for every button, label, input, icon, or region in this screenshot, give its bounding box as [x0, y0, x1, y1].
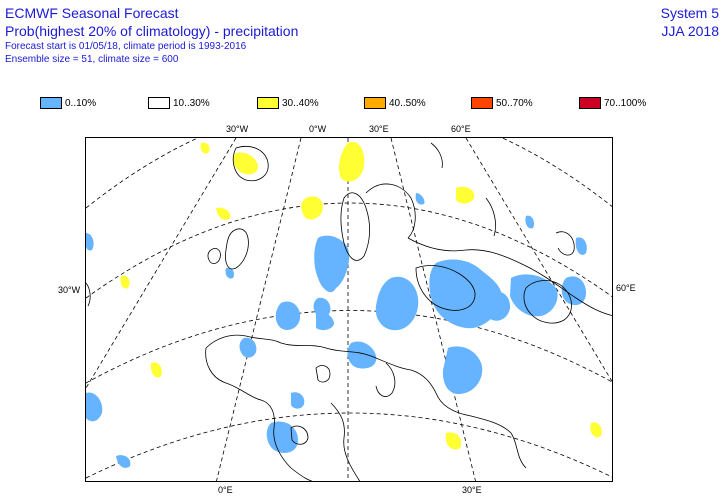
grid-label-top-30w: 30°W: [226, 124, 249, 134]
prob-area: [415, 193, 425, 205]
system-label: System 5: [660, 5, 719, 21]
legend-item-30-40: 30..40%: [257, 96, 319, 110]
prob-area: [316, 312, 334, 331]
prob-area: [590, 422, 602, 438]
prob-area: [239, 337, 257, 358]
prob-area: [275, 301, 301, 330]
coastline: [365, 183, 416, 239]
prob-area: [225, 267, 235, 279]
coastline-island: [290, 425, 309, 445]
prob-area: [314, 235, 350, 293]
coastline: [375, 362, 396, 397]
coastline-island: [225, 228, 249, 270]
coastline-island: [207, 248, 221, 264]
prob-area: [575, 237, 587, 255]
forecast-info: Forecast start is 01/05/18, climate peri…: [5, 41, 247, 52]
prob-area: [561, 276, 586, 306]
coastline: [485, 197, 496, 237]
legend-item-70-100: 70..100%: [579, 96, 646, 110]
legend-swatch-10-30: [148, 97, 170, 109]
prob-area: [347, 341, 377, 369]
legend-label-30-40: 30..40%: [282, 97, 319, 109]
legend-item-10-30: 10..30%: [148, 96, 210, 110]
legend-swatch-40-50: [364, 97, 386, 109]
legend: 0..10% 10..30% 30..40% 40..50% 50..70% 7…: [0, 96, 724, 112]
legend-label-10-30: 10..30%: [173, 97, 210, 109]
legend-label-40-50: 40..50%: [389, 97, 426, 109]
prob-area: [86, 392, 103, 422]
coastline-scandinavia: [340, 192, 370, 261]
grid-label-top-30e: 30°E: [369, 124, 389, 134]
coastline-island: [232, 146, 269, 182]
prob-area: [375, 276, 419, 331]
grid-label-bottom-0e: 0°E: [218, 485, 233, 495]
prob-area: [429, 259, 502, 329]
meridian-line: [216, 138, 302, 481]
parallel-line: [86, 202, 612, 299]
title-block: ECMWF Seasonal Forecast Prob(highest 20%…: [5, 4, 298, 66]
legend-swatch-0-10: [40, 97, 62, 109]
map-subtitle: Prob(highest 20% of climatology) - preci…: [5, 23, 299, 39]
legend-swatch-30-40: [257, 97, 279, 109]
prob-area: [233, 152, 258, 175]
coastline: [330, 402, 361, 481]
meridian-line: [86, 138, 237, 389]
prob-area: [442, 346, 483, 395]
legend-label-0-10: 0..10%: [65, 97, 97, 109]
coastlines: [86, 142, 612, 481]
grid-label-top-60e: 60°E: [451, 124, 471, 134]
legend-item-50-70: 50..70%: [471, 96, 533, 110]
prob-area: [445, 432, 462, 450]
grid-label-left-30w: 30°W: [58, 285, 81, 295]
prob-area: [338, 141, 365, 182]
parallel-line: [86, 412, 612, 479]
prob-area: [484, 291, 511, 321]
coastline-sea: [415, 265, 476, 311]
prob-area: [266, 421, 298, 453]
graticule: [86, 138, 612, 481]
meridian-line: [390, 138, 476, 481]
coastline-sea: [523, 280, 572, 324]
grid-label-top-0w: 0°W: [309, 124, 327, 134]
legend-label-70-100: 70..100%: [604, 97, 647, 109]
legend-swatch-50-70: [471, 97, 493, 109]
coastline: [555, 231, 575, 256]
coastline: [86, 282, 91, 307]
legend-item-40-50: 40..50%: [364, 96, 426, 110]
map-svg: [86, 138, 612, 481]
prob-area: [116, 455, 131, 468]
prob-area: [291, 392, 305, 409]
legend-item-0-10: 0..10%: [40, 96, 96, 110]
prob-areas-low: [86, 193, 587, 468]
grid-label-right-60e: 60°E: [616, 283, 636, 293]
meridian-line: [465, 138, 612, 383]
system-block: System 5 JJA 2018: [661, 4, 719, 40]
parallel-line: [86, 310, 612, 384]
prob-area: [120, 275, 130, 289]
prob-area: [200, 142, 210, 154]
coastline: [407, 237, 612, 316]
prob-area: [456, 186, 475, 204]
prob-area: [216, 207, 231, 220]
coastline: [205, 347, 313, 481]
legend-swatch-70-100: [579, 97, 601, 109]
ensemble-info: Ensemble size = 51, climate size = 600: [5, 54, 179, 65]
map-panel: [85, 137, 613, 482]
coastline: [430, 142, 443, 169]
coastline: [205, 334, 527, 469]
legend-label-50-70: 50..70%: [496, 97, 533, 109]
season-label: JJA 2018: [661, 23, 719, 39]
prob-areas-mid: [120, 141, 602, 450]
coastline-island: [315, 365, 331, 383]
prob-area: [150, 362, 162, 378]
grid-label-bottom-30e: 30°E: [462, 485, 482, 495]
prob-area: [86, 233, 94, 251]
map-title: ECMWF Seasonal Forecast: [5, 5, 179, 21]
prob-area: [301, 196, 323, 220]
prob-area: [525, 215, 535, 229]
prob-area: [510, 274, 558, 317]
